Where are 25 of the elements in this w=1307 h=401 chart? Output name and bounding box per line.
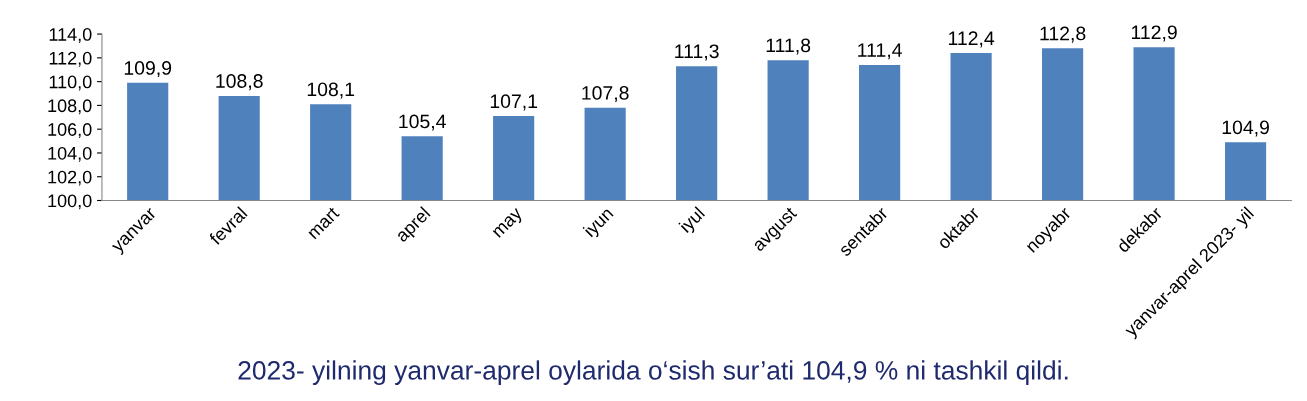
data-label: 109,9: [124, 61, 172, 78]
data-label: 108,8: [216, 74, 263, 91]
x-tick-label: iyul: [678, 206, 708, 236]
data-label: 111,8: [766, 38, 811, 55]
x-tick-label: iyun: [582, 206, 617, 240]
y-tick-label: 112,0: [49, 51, 92, 67]
text: 2023- yilning yanvar-aprel oylarida o‘sish sur’ati 104,9 % ni tashkil qildi.: [238, 360, 1068, 385]
data-label: 105,4: [399, 114, 446, 131]
data-label: 112,9: [1131, 25, 1177, 42]
y-tick-label: 108,0: [48, 99, 92, 115]
y-tick-label: 106,0: [48, 123, 92, 139]
data-label: 107,1: [490, 94, 538, 111]
y-tick-label: 100,0: [48, 194, 92, 210]
y-tick-label: 104,0: [48, 146, 92, 162]
data-label: 112,4: [948, 31, 995, 48]
y-tick-label: 102,0: [48, 170, 92, 186]
data-label: 111,4: [858, 43, 902, 60]
data-label: 112,8: [1040, 26, 1086, 43]
data-label: 107,8: [582, 86, 629, 103]
y-tick-label: 114,0: [49, 28, 92, 43]
data-label: 108,1: [307, 82, 355, 99]
y-tick-label: 110,0: [49, 75, 92, 91]
data-label: 111,3: [675, 44, 719, 61]
x-tick-label: may: [492, 207, 526, 241]
data-label: 104,9: [1222, 120, 1269, 137]
